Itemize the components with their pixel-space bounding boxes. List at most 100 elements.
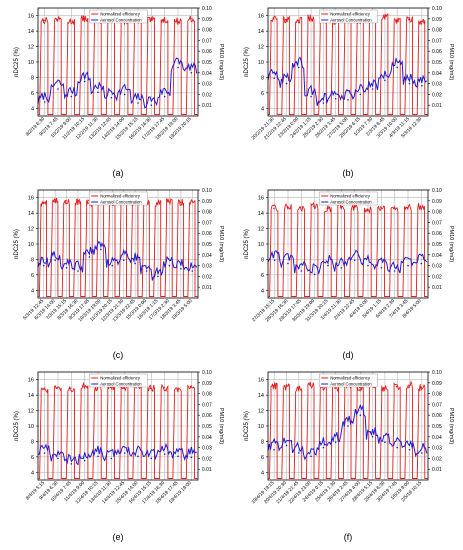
tick-label-left: 14 [258, 29, 264, 35]
data-point-efficiency [419, 205, 422, 207]
tick-label-x: 31/3/19 20:15 [304, 298, 329, 323]
data-point-aerosol [393, 270, 396, 272]
tick-label-right: 0.05 [432, 424, 442, 430]
legend-label-aerosol: Aerosol Concentration [330, 200, 372, 205]
axis-title-right: PM10 (mg/m3) [218, 226, 224, 263]
data-point-efficiency [96, 388, 99, 390]
data-point-aerosol [367, 264, 369, 267]
legend-box [88, 373, 148, 388]
data-point-efficiency [313, 205, 315, 207]
tick-label-right: 0.05 [432, 60, 442, 66]
data-point-efficiency [76, 201, 79, 204]
tick-label-x: 19/4/19 19:00 [168, 480, 193, 505]
tick-label-x: 28/3/19 16:30 [264, 298, 289, 323]
axis-title-left: nDC25 (%) [244, 229, 250, 259]
tick-label-x: 19/2/19 20:15 [168, 116, 193, 141]
data-point-aerosol [347, 99, 349, 101]
data-point-aerosol [111, 264, 114, 267]
panel-label: (c) [113, 350, 124, 360]
tick-label-left: 4 [31, 288, 34, 294]
data-point-efficiency [168, 200, 170, 203]
tick-label-right: 0.07 [202, 220, 212, 226]
data-point-aerosol [285, 444, 288, 447]
legend-box [319, 9, 378, 24]
series-aerosol-concentration [37, 57, 198, 109]
data-point-efficiency [420, 386, 423, 389]
data-point-efficiency [309, 17, 312, 19]
panel-label: (e) [113, 532, 124, 542]
data-point-aerosol [190, 456, 193, 459]
series-normalized-efficiency [38, 381, 198, 479]
tick-label-right: 0.08 [432, 210, 442, 216]
data-point-aerosol [310, 95, 312, 98]
data-point-aerosol [322, 446, 325, 449]
data-point-efficiency [408, 384, 410, 386]
panel-label: (f) [344, 532, 353, 542]
data-point-aerosol [408, 448, 411, 451]
axis-title-right: PM10 (mg/m3) [448, 408, 454, 445]
data-point-efficiency [408, 18, 410, 21]
tick-label-right: 0.01 [202, 285, 212, 291]
panel-label: (d) [343, 350, 354, 360]
tick-label-right: 0.10 [202, 188, 212, 194]
data-point-aerosol [287, 262, 289, 265]
data-point-efficiency [379, 206, 382, 208]
data-point-aerosol [384, 79, 386, 82]
tick-label-right: 0.04 [432, 71, 442, 77]
tick-label-right: 0.07 [432, 38, 442, 44]
legend-label-efficiency: Normalized efficiency [100, 12, 141, 17]
tick-label-right: 0.05 [202, 60, 212, 66]
data-point-efficiency [420, 20, 423, 22]
data-point-aerosol [359, 93, 362, 96]
data-point-efficiency [272, 385, 275, 387]
tick-label-left: 6 [31, 455, 34, 461]
data-point-aerosol [163, 95, 166, 98]
tick-label-left: 8 [31, 75, 34, 81]
data-point-efficiency [163, 18, 165, 21]
tick-label-right: 0.10 [202, 370, 212, 376]
data-point-efficiency [149, 19, 152, 22]
tick-label-left: 16 [28, 378, 34, 384]
tick-label-right: 0.08 [202, 392, 212, 398]
data-point-efficiency [69, 387, 72, 390]
series-aerosol-concentration [267, 249, 428, 274]
tick-label-left: 16 [28, 14, 34, 20]
data-point-efficiency [309, 384, 312, 386]
data-point-aerosol [150, 104, 153, 106]
data-point-efficiency [297, 388, 299, 390]
data-point-efficiency [297, 19, 299, 22]
tick-label-right: 0.10 [432, 188, 442, 194]
tick-label-left: 8 [261, 439, 264, 445]
data-point-aerosol [83, 80, 86, 83]
tick-label-right: 0.01 [432, 103, 442, 109]
legend-label-efficiency: Normalized efficiency [100, 194, 141, 199]
data-point-aerosol [180, 268, 182, 270]
tick-label-right: 0.04 [432, 435, 442, 441]
tick-label-left: 12 [258, 45, 264, 51]
data-point-aerosol [77, 270, 79, 272]
tick-label-right: 0.06 [202, 49, 212, 55]
chart-panel-d: 4 6 8 10 12 14 16 0.01 0.02 0.03 0.04 0.05 0.06 0.07 0… [244, 188, 454, 360]
data-point-efficiency [65, 200, 67, 202]
data-point-aerosol [43, 452, 46, 454]
data-point-efficiency [179, 201, 182, 204]
series-aerosol-concentration [267, 56, 428, 106]
tick-label-left: 12 [258, 409, 264, 415]
data-point-aerosol [322, 102, 325, 104]
data-point-efficiency [406, 206, 409, 209]
data-point-efficiency [353, 206, 355, 209]
data-point-efficiency [286, 206, 289, 208]
tick-label-left: 4 [31, 470, 34, 476]
axis-title-left: nDC25 (%) [14, 47, 20, 77]
legend-label-efficiency: Normalized efficiency [330, 12, 371, 17]
data-point-efficiency [189, 18, 192, 20]
data-point-efficiency [123, 387, 125, 390]
tick-label-right: 0.04 [202, 71, 212, 77]
data-point-efficiency [285, 18, 287, 21]
axis-title-left: nDC25 (%) [244, 411, 250, 441]
tick-label-left: 6 [261, 91, 264, 97]
tick-label-x: 30/3/19 19:00 [291, 298, 316, 323]
tick-label-left: 14 [258, 211, 264, 217]
data-point-efficiency [43, 388, 45, 390]
data-point-aerosol [371, 88, 374, 90]
